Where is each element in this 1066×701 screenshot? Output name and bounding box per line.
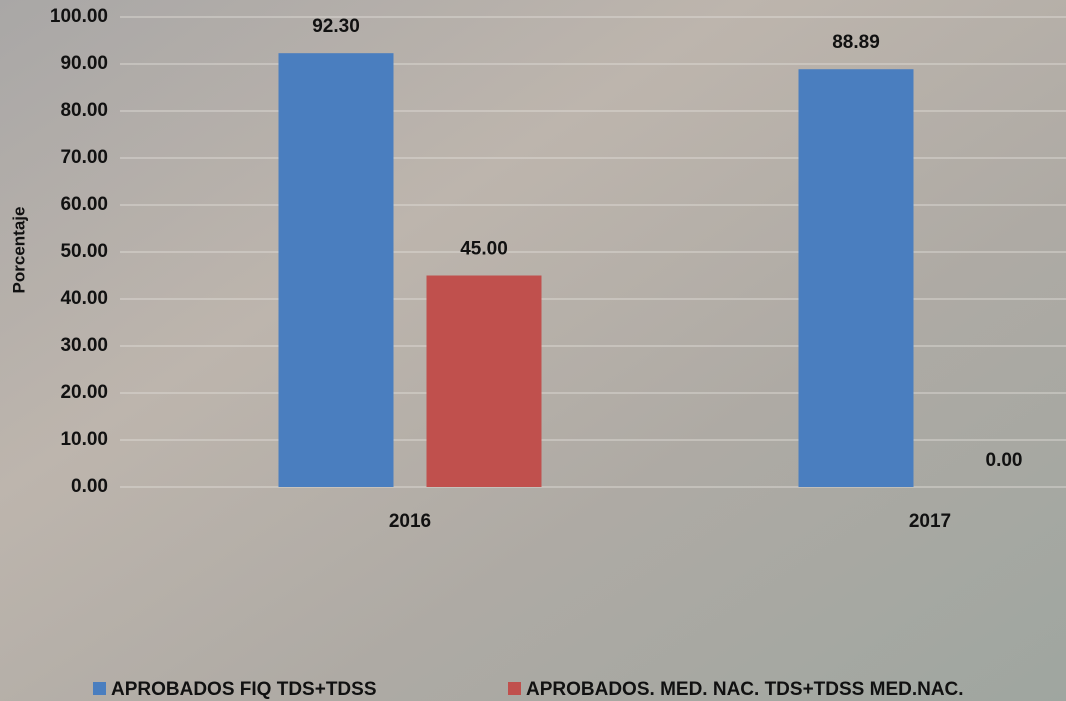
y-tick-label: 0.00 [71,476,108,497]
x-tick-label: 2016 [389,511,431,532]
bar [798,69,914,487]
x-tick-label: 2017 [909,511,951,532]
y-tick-label: 40.00 [60,288,108,309]
data-label: 45.00 [460,239,508,260]
data-label: 92.30 [312,16,360,37]
y-tick-label: 10.00 [60,429,108,450]
y-tick-label: 70.00 [60,147,108,168]
data-label: 0.00 [986,450,1023,471]
legend-label: APROBADOS. MED. NAC. TDS+TDSS MED.NAC. [526,679,964,700]
y-tick-label: 100.00 [50,6,108,27]
y-axis-label: Porcentaje [9,207,28,294]
data-label: 88.89 [832,32,880,53]
legend-label: APROBADOS FIQ TDS+TDSS [111,679,377,700]
bar [278,53,394,487]
y-tick-label: 60.00 [60,194,108,215]
bar [426,275,542,487]
y-tick-label: 50.00 [60,241,108,262]
y-tick-label: 80.00 [60,100,108,121]
legend-swatch [93,682,106,695]
y-tick-label: 30.00 [60,335,108,356]
legend-swatch [508,682,521,695]
y-tick-label: 20.00 [60,382,108,403]
y-tick-label: 90.00 [60,53,108,74]
